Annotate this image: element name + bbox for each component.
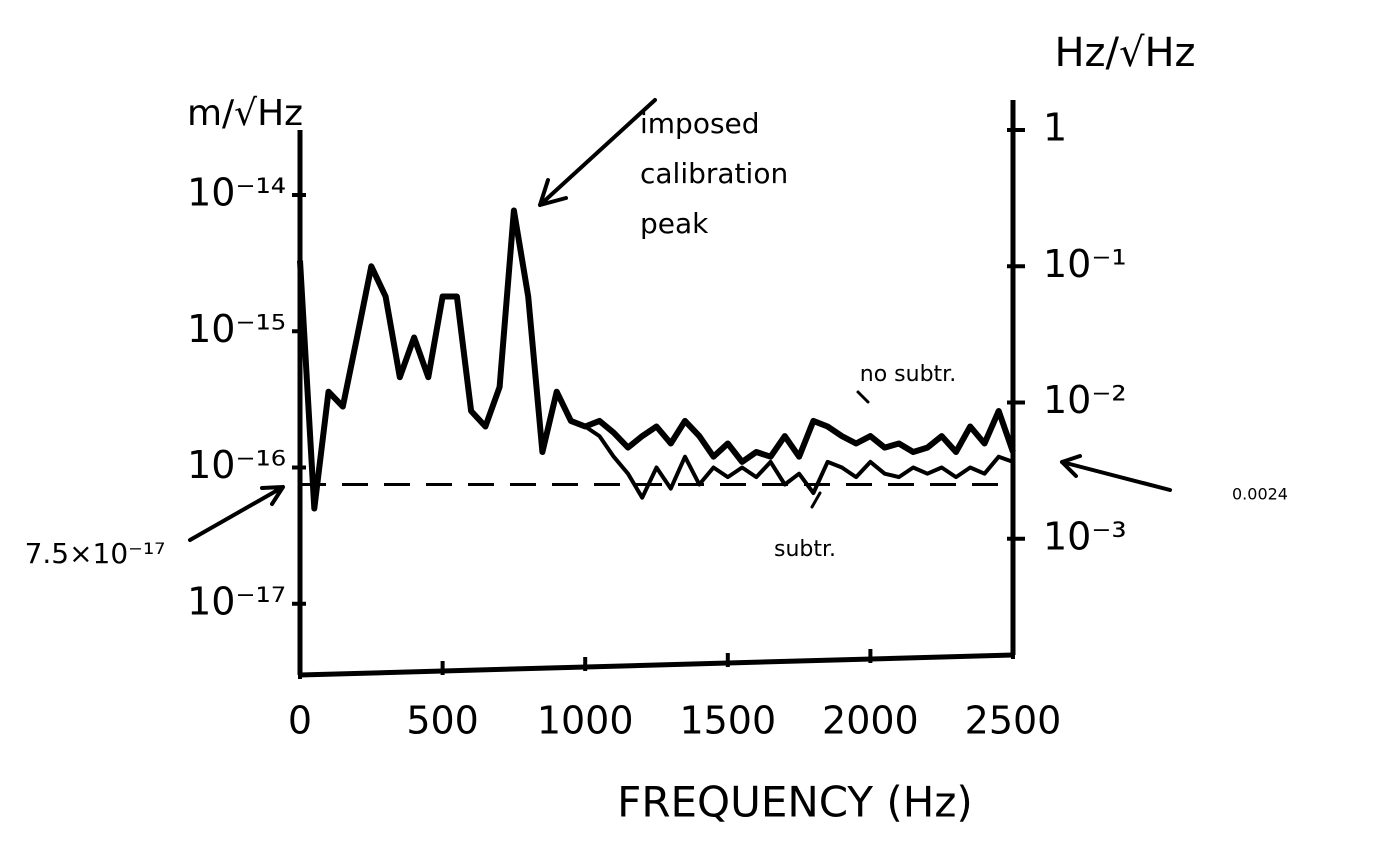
x-tick-label: 1000 [537, 699, 634, 743]
x-tick-label: 500 [406, 699, 479, 743]
y-axis-label: m/√Hz [187, 93, 303, 134]
y2-tick-label: 1 [1043, 106, 1067, 150]
reference-arrow [188, 485, 285, 542]
reference-label: 7.5×10⁻¹⁷ [25, 537, 166, 570]
x-tick-label: 0 [288, 699, 312, 743]
series-label: no subtr. [860, 362, 956, 387]
y-tick-label: 10⁻¹⁴ [187, 171, 286, 215]
x-axis-label: FREQUENCY (Hz) [617, 778, 973, 827]
label-pointer [856, 390, 870, 404]
x-tick-label: 2500 [965, 699, 1062, 743]
series-label: subtr. [774, 537, 836, 562]
x-axis [299, 652, 1014, 678]
y2-tick-label: 10⁻³ [1043, 514, 1127, 558]
y2-axis-label: Hz/√Hz [1054, 30, 1195, 76]
series-line [298, 208, 1014, 511]
x-tick-label: 1500 [679, 699, 776, 743]
arrows [188, 98, 1172, 542]
label-pointer [810, 491, 822, 509]
annotation: imposed [640, 107, 760, 140]
reference-y2-label: 0.0024 [1232, 485, 1288, 504]
y2-tick-label: 10⁻¹ [1043, 242, 1127, 286]
y2-tick-label: 10⁻² [1043, 378, 1127, 422]
y-tick-label: 10⁻¹⁵ [187, 307, 286, 351]
annotation: calibration [640, 157, 788, 190]
reference-arrow [1060, 454, 1172, 492]
x-tick-label: 2000 [822, 699, 919, 743]
annotation: peak [640, 207, 709, 240]
annotation-arrow [538, 98, 657, 207]
y-tick-label: 10⁻¹⁷ [187, 579, 286, 623]
y-tick-label: 10⁻¹⁶ [187, 443, 286, 487]
